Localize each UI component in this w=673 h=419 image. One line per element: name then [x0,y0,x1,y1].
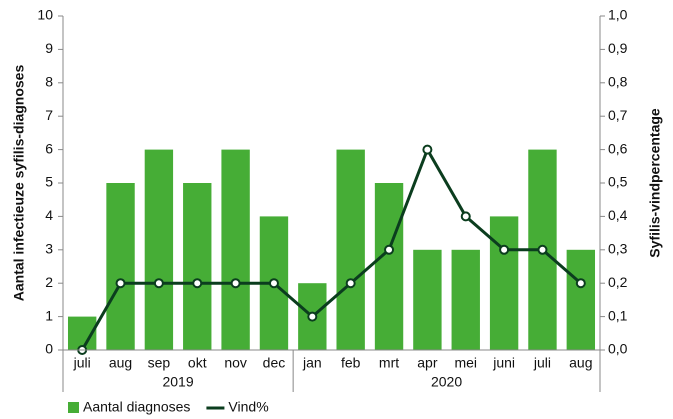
y2-tick-label: 0,4 [608,207,628,223]
x-tick-label: feb [341,355,361,371]
bar [489,216,519,350]
bar [106,183,135,350]
y2-tick-label: 0,8 [608,74,628,90]
y-tick-label: 5 [45,174,53,190]
x-tick-label: mei [454,355,477,371]
bar [566,249,596,350]
x-tick-label: aug [109,355,132,371]
y-tick-label: 7 [45,107,53,123]
bar [413,249,442,350]
bar [221,149,250,350]
line-marker [230,278,241,289]
x-tick-label: sep [148,355,171,371]
x-tick-label: juni [492,355,515,371]
legend-label: Aantal diagnoses [83,399,190,415]
y-tick-label: 6 [45,140,53,156]
bar [336,149,365,350]
x-tick-label: mrt [379,355,399,371]
line-marker [384,244,395,255]
y-tick-label: 4 [45,207,53,223]
line-marker [115,278,126,289]
line-marker [345,278,356,289]
x-tick-label: dec [263,355,286,371]
line-marker [307,311,318,322]
y-tick-label: 8 [45,74,53,90]
x-tick-label: aug [569,355,592,371]
line-marker [460,211,471,222]
x-tick-label: juli [73,355,91,371]
y2-axis-title: Syfilis-vindpercentage [647,108,663,258]
y2-tick-label: 1,0 [608,7,628,23]
legend-swatch [68,402,79,413]
y2-tick-label: 0,0 [608,341,628,357]
y-tick-label: 0 [45,341,53,357]
line-marker [422,144,433,155]
line-marker [537,244,548,255]
line-marker [153,278,164,289]
x-group-label: 2019 [162,374,193,390]
x-tick-label: nov [224,355,247,371]
x-tick-label: jan [302,355,322,371]
bar [451,249,480,350]
x-tick-label: juli [533,355,551,371]
bar [144,149,174,350]
line-marker [575,278,586,289]
bar [183,183,212,350]
line-marker [268,278,279,289]
y2-tick-label: 0,1 [608,307,628,323]
y-tick-label: 3 [45,241,53,257]
y2-tick-label: 0,7 [608,107,628,123]
y2-tick-label: 0,5 [608,174,628,190]
x-tick-label: okt [188,355,207,371]
line [80,146,582,351]
x-group-label: 2020 [431,374,462,390]
y2-tick-label: 0,9 [608,40,628,56]
line-marker [192,278,203,289]
y-axis-title: Aantal infectieuze syfilis-diagnoses [11,65,27,302]
line-marker [499,244,510,255]
x-tick-label: apr [417,355,438,371]
y-tick-label: 1 [45,307,53,323]
y2-tick-label: 0,6 [608,140,628,156]
y-tick-label: 10 [37,7,53,23]
legend-label: Vind% [228,399,268,415]
y2-tick-label: 0,2 [608,274,628,290]
y-tick-label: 2 [45,274,53,290]
bar [374,183,404,350]
y2-tick-label: 0,3 [608,241,628,257]
y-tick-label: 9 [45,40,53,56]
